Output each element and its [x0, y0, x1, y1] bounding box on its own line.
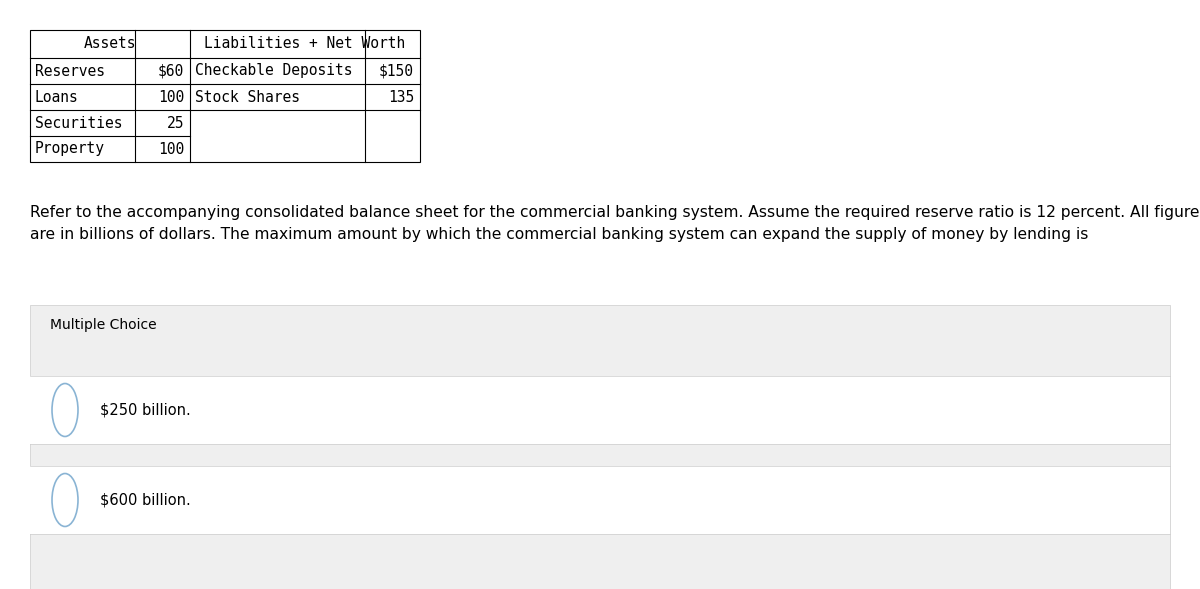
Text: Checkable Deposits: Checkable Deposits	[194, 64, 353, 78]
Text: $250 billion.: $250 billion.	[100, 402, 191, 418]
Ellipse shape	[52, 383, 78, 436]
Text: Securities: Securities	[35, 115, 122, 131]
Text: $150: $150	[379, 64, 414, 78]
Bar	[30, 466, 1170, 534]
Text: Stock Shares: Stock Shares	[194, 90, 300, 104]
Text: 100: 100	[157, 141, 184, 157]
Text: Refer to the accompanying consolidated balance sheet for the commercial banking : Refer to the accompanying consolidated b…	[30, 205, 1200, 220]
Text: Assets: Assets	[84, 37, 137, 51]
Bar	[30, 305, 1170, 589]
Text: Property: Property	[35, 141, 106, 157]
Bar	[30, 376, 1170, 444]
Text: are in billions of dollars. The maximum amount by which the commercial banking s: are in billions of dollars. The maximum …	[30, 227, 1088, 242]
Bar	[30, 30, 420, 162]
Text: $60: $60	[157, 64, 184, 78]
Text: $600 billion.: $600 billion.	[100, 492, 191, 508]
Ellipse shape	[52, 474, 78, 527]
Text: Loans: Loans	[35, 90, 79, 104]
Text: Multiple Choice: Multiple Choice	[50, 318, 157, 332]
Text: Liabilities + Net Worth: Liabilities + Net Worth	[204, 37, 406, 51]
Text: 135: 135	[388, 90, 414, 104]
Text: 100: 100	[157, 90, 184, 104]
Text: 25: 25	[167, 115, 184, 131]
Text: Reserves: Reserves	[35, 64, 106, 78]
